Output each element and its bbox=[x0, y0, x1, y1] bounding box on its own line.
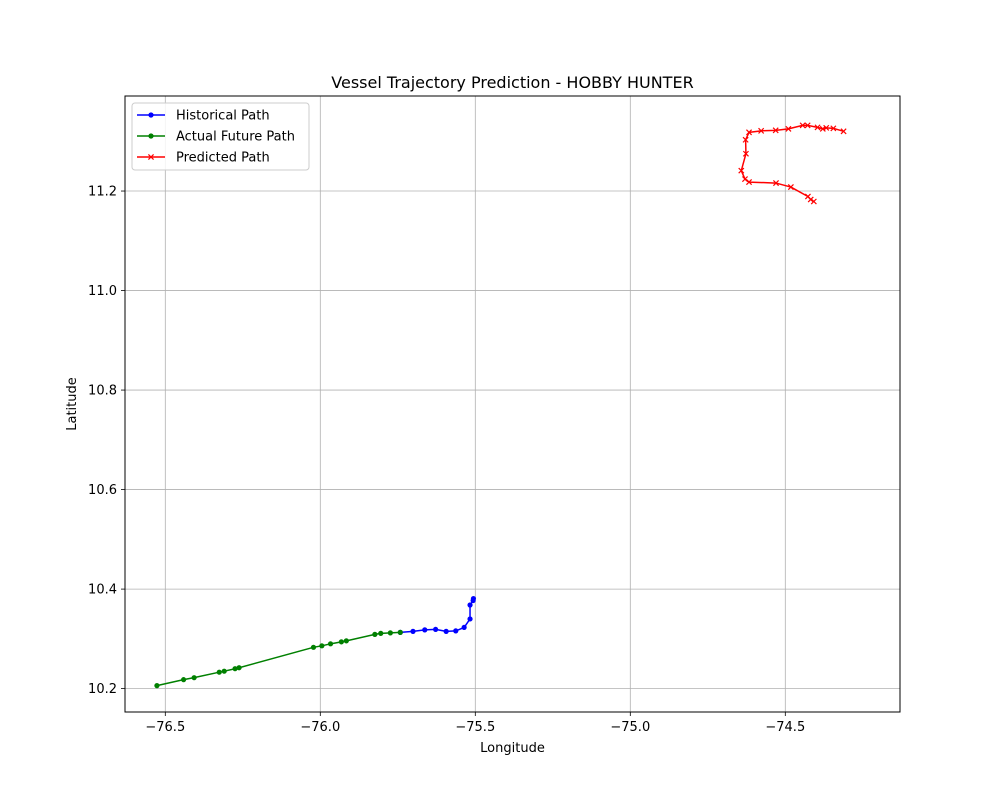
x-tick-label: −74.5 bbox=[765, 720, 805, 735]
x-tick-label: −76.0 bbox=[300, 720, 340, 735]
historical-path-point bbox=[433, 626, 439, 633]
legend-swatch-marker bbox=[148, 112, 154, 118]
x-axis-label: Longitude bbox=[480, 741, 545, 756]
actual-future-path-point bbox=[372, 631, 378, 637]
actual-future-path-point bbox=[338, 639, 344, 645]
actual-future-path-point bbox=[387, 630, 393, 636]
grid bbox=[125, 96, 900, 712]
y-tick-label: 10.4 bbox=[88, 583, 117, 598]
legend-label: Actual Future Path bbox=[176, 130, 295, 145]
historical-path-point bbox=[453, 628, 459, 634]
plot-area-frame bbox=[124, 95, 901, 713]
predicted-path-point bbox=[772, 180, 780, 187]
y-tick-label: 10.6 bbox=[88, 483, 117, 498]
plot-series bbox=[154, 122, 847, 689]
predicted-path-point bbox=[741, 176, 749, 183]
actual-future-path-point bbox=[319, 643, 325, 649]
y-axis-label: Latitude bbox=[65, 377, 80, 431]
predicted-path-point bbox=[746, 179, 753, 186]
actual-future-path-point bbox=[216, 669, 222, 675]
predicted-path-point bbox=[742, 150, 749, 157]
predicted-path-point bbox=[785, 125, 792, 132]
legend-label: Historical Path bbox=[176, 109, 270, 124]
predicted-path-point bbox=[758, 127, 765, 134]
y-tick-label: 10.2 bbox=[88, 682, 117, 697]
predicted-path-point bbox=[738, 167, 745, 174]
predicted-path-point bbox=[746, 129, 753, 136]
legend-entry-actual-future-path: Actual Future Path bbox=[137, 130, 295, 145]
actual-future-path-point bbox=[343, 638, 349, 644]
predicted-path-series bbox=[738, 122, 847, 205]
actual-future-path-line bbox=[156, 631, 401, 687]
historical-path-point bbox=[470, 597, 476, 604]
y-tick-label: 11.0 bbox=[88, 284, 117, 299]
chart-title: Vessel Trajectory Prediction - HOBBY HUN… bbox=[331, 73, 693, 92]
actual-future-path-point bbox=[221, 668, 227, 674]
predicted-path-point bbox=[830, 125, 837, 132]
predicted-path-point bbox=[823, 124, 830, 131]
predicted-path-point bbox=[807, 196, 814, 203]
predicted-path-point bbox=[840, 128, 847, 135]
historical-path-point bbox=[410, 628, 416, 634]
predicted-path-point bbox=[787, 184, 794, 191]
historical-path-point bbox=[467, 602, 473, 608]
axis-ticks: −76.5 −76.0 −75.5 −75.0 −74.5 10.2 10.4 10.6 10.… bbox=[88, 185, 805, 735]
predicted-path-point bbox=[799, 122, 806, 129]
actual-future-path-point bbox=[327, 641, 334, 647]
actual-future-path-series bbox=[154, 629, 403, 689]
x-tick-label: −76.5 bbox=[145, 720, 185, 735]
actual-future-path-point bbox=[310, 644, 317, 650]
historical-path-point bbox=[461, 624, 467, 631]
historical-path-series bbox=[397, 595, 477, 635]
legend-swatch-marker bbox=[148, 133, 154, 139]
legend-swatch-marker bbox=[147, 153, 155, 161]
historical-path-point bbox=[467, 616, 473, 622]
legend-entry-predicted-path: Predicted Path bbox=[137, 151, 270, 166]
predicted-path-point bbox=[804, 122, 811, 129]
x-tick-label: −75.0 bbox=[610, 720, 650, 735]
historical-path-point bbox=[422, 627, 428, 633]
actual-future-path-point bbox=[397, 629, 403, 635]
predicted-path-point bbox=[810, 198, 817, 205]
legend: Historical Path Actual Future Path Predict… bbox=[131, 102, 310, 171]
predicted-path-point bbox=[772, 127, 779, 134]
x-tick-label: −75.5 bbox=[455, 720, 495, 735]
predicted-path-point bbox=[814, 124, 821, 131]
legend-label: Predicted Path bbox=[176, 151, 270, 166]
actual-future-path-point bbox=[378, 630, 384, 636]
legend-entry-historical-path: Historical Path bbox=[137, 109, 270, 124]
y-tick-label: 10.8 bbox=[88, 384, 117, 399]
legend-box bbox=[131, 102, 310, 171]
predicted-path-point bbox=[742, 136, 749, 143]
actual-future-path-point bbox=[154, 683, 160, 689]
actual-future-path-point bbox=[191, 675, 197, 681]
y-tick-label: 11.2 bbox=[88, 185, 117, 200]
predicted-path-point bbox=[819, 125, 826, 132]
actual-future-path-point bbox=[232, 666, 238, 672]
historical-path-point bbox=[443, 628, 449, 634]
actual-future-path-point bbox=[236, 665, 242, 671]
actual-future-path-point bbox=[180, 677, 187, 683]
